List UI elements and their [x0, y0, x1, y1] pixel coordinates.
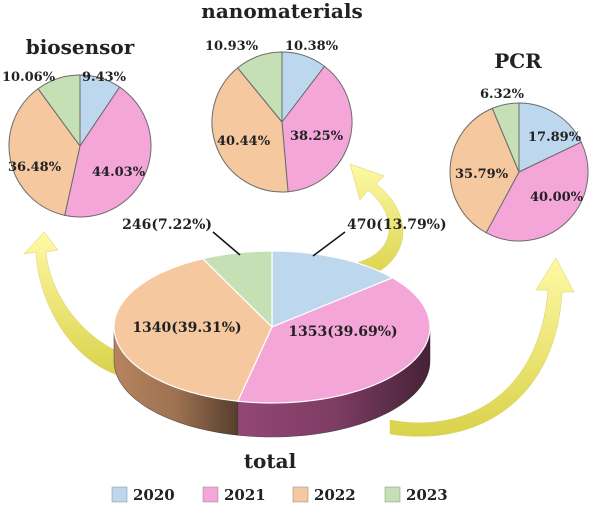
- legend-label-2021: 2021: [224, 486, 266, 504]
- arrow-to-pcr: [389, 257, 575, 437]
- pcr-slice-2023: [491, 102, 520, 173]
- legend-label-2023: 2023: [406, 486, 448, 504]
- pcr-label-2021: 40.00%: [530, 190, 584, 205]
- nanomaterials-label-2023: 10.93%: [205, 39, 259, 54]
- total-label-2023: 246(7.22%): [122, 217, 212, 233]
- legend-label-2022: 2022: [314, 486, 356, 504]
- legend-item-2021: 2021: [202, 486, 266, 504]
- nanomaterials-slice-2023: [236, 51, 283, 124]
- legend-item-2020: 2020: [111, 486, 175, 504]
- arrow-to-biosensor: [23, 231, 129, 379]
- nanomaterials-slice-2021: [281, 65, 353, 193]
- nanomaterials-label-2021: 38.25%: [290, 129, 344, 144]
- total-pie-3d: [113, 250, 431, 438]
- nanomaterials-slice-2022: [211, 67, 289, 193]
- total-wall-shade-2021: [237, 327, 430, 437]
- total-label-2022: 1340(39.31%): [132, 320, 241, 336]
- biosensor-slice-2022: [8, 88, 81, 216]
- pcr-label-2020: 17.89%: [528, 130, 582, 145]
- title-biosensor: biosensor: [26, 35, 135, 59]
- biosensor-label-2021: 44.03%: [92, 165, 146, 180]
- biosensor-label-2020: 9.43%: [82, 70, 127, 85]
- total-slice-2021: [236, 277, 431, 404]
- legend-swatch-2020: [111, 486, 128, 503]
- pcr-slice-2022: [449, 107, 520, 234]
- biosensor-pie: [8, 74, 152, 218]
- pcr-pie: [449, 102, 589, 242]
- leader-line-2020: [312, 231, 346, 257]
- arrow-to-nanomaterials: [347, 163, 404, 283]
- legend: 2020 2021 2022 2023: [111, 486, 448, 504]
- title-total: total: [244, 449, 297, 473]
- total-label-2021: 1353(39.69%): [288, 324, 397, 340]
- legend-swatch-2023: [384, 486, 401, 503]
- sub-pies: [8, 51, 589, 242]
- legend-swatch-2022: [292, 486, 309, 503]
- nanomaterials-label-2020: 10.38%: [285, 39, 339, 54]
- nanomaterials-label-2022: 40.44%: [217, 134, 271, 149]
- legend-item-2023: 2023: [384, 486, 448, 504]
- biosensor-slice-2023: [37, 74, 81, 148]
- total-slice-2022: [113, 258, 273, 402]
- biosensor-slice-2021: [64, 86, 152, 218]
- biosensor-label-2023: 10.06%: [2, 70, 56, 85]
- legend-label-2020: 2020: [133, 486, 175, 504]
- leader-line-2023: [212, 231, 241, 256]
- total-label-2020: 470(13.79%): [347, 217, 447, 233]
- pcr-slice-2020: [518, 102, 582, 173]
- pcr-label-2022: 35.79%: [455, 167, 509, 182]
- legend-swatch-2021: [202, 486, 219, 503]
- title-nanomaterials: nanomaterials: [201, 0, 362, 23]
- pcr-label-2023: 6.32%: [480, 87, 525, 102]
- pcr-slice-2021: [485, 141, 589, 242]
- title-pcr: PCR: [494, 49, 542, 73]
- total-slice-2020: [271, 250, 394, 328]
- biosensor-label-2022: 36.48%: [8, 160, 62, 175]
- nanomaterials-pie: [211, 51, 353, 193]
- total-wall-shade-2022: [114, 327, 238, 436]
- legend-item-2022: 2022: [292, 486, 356, 504]
